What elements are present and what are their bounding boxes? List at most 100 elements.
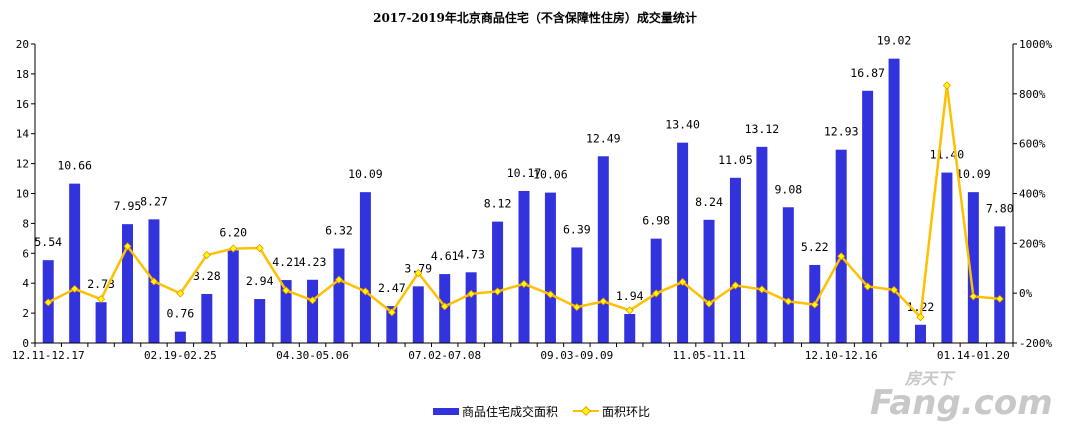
bar [201,293,213,343]
x-tick-label: 07.02-07.08 [408,349,481,362]
right-tick-label: 600% [1019,138,1046,151]
line-point [784,297,793,306]
line-point [467,289,476,298]
data-label: 11.40 [930,148,965,162]
data-label: 10.66 [57,159,92,173]
bar [227,250,239,343]
line-point [890,285,899,294]
x-tick-label: 12.11-12.17 [12,349,85,362]
bar [254,299,266,343]
data-label: 3.79 [404,261,432,275]
left-tick-label: 16 [16,98,29,111]
line-point [969,292,978,301]
line-point [704,299,714,308]
bar [544,192,556,343]
chart-title: 2017-2019年北京商品住宅（不含保障性住房）成交量统计 [373,10,697,25]
legend-marker [581,406,591,416]
data-label: 4.21 [272,255,300,269]
line-point [995,294,1004,303]
data-label: 10.09 [956,167,991,181]
line-point [493,287,502,296]
legend-swatch-bar [433,408,459,415]
watermark-en: Fang.com [870,383,1053,423]
bar [95,302,107,343]
bar [280,280,292,343]
line-point [599,297,608,306]
data-label: 12.93 [824,125,859,139]
data-label: 12.49 [586,131,621,145]
data-label: 11.05 [718,153,753,167]
data-label: 7.95 [114,199,142,213]
data-label: 0.76 [167,307,195,321]
bar [967,192,979,343]
line-point [123,242,132,251]
bar [756,146,768,343]
left-tick-label: 2 [22,307,29,320]
line-point [229,244,238,253]
x-tick-label: 09.03-09.09 [540,349,613,362]
bar [465,272,477,343]
line-point [440,302,449,311]
right-tick-label: 1000% [1019,38,1052,51]
bar [677,142,689,343]
line-point [678,277,687,286]
watermark-cn: 房天下 [904,369,956,388]
left-tick-label: 4 [22,277,29,290]
bar [571,247,583,343]
bar [492,221,504,343]
data-label: 4.23 [299,255,327,269]
watermark-logo: 房天下 Fang.com [870,369,1053,423]
line-point [625,306,634,315]
line-point [731,281,740,290]
line-series [44,81,1004,322]
legend: 商品住宅成交面积 面积环比 [433,404,650,419]
line-point [70,284,79,293]
data-label: 10.17 [507,166,542,180]
data-label: 6.39 [563,222,591,236]
bar [412,286,424,343]
x-tick-label: 11.05-11.11 [673,349,746,362]
line-point [863,282,872,291]
line-point [361,287,370,296]
data-label: 19.02 [877,34,912,48]
line-point [757,285,766,294]
bar [307,279,319,343]
axes: 0 2 4 6 8 10 12 14 16 18 20 -200% 0% 200% 400% 600% 800%… [12,38,1053,362]
left-tick-label: 20 [16,38,29,51]
bar [386,306,398,343]
bar [914,324,926,343]
data-label: 9.08 [774,182,802,196]
bar [69,183,81,343]
bar [174,331,186,343]
bar [941,172,953,343]
data-label: 4.73 [457,247,485,261]
bar [703,219,715,343]
line-point [202,251,211,260]
x-tick-label: 12.10-12.16 [805,349,878,362]
data-label: 5.22 [801,240,829,254]
line-point [652,289,661,298]
data-label: 8.27 [140,194,168,208]
left-tick-label: 8 [22,217,29,230]
x-tick-label: 02.19-02.25 [144,349,217,362]
legend-label-area: 商品住宅成交面积 [462,404,558,419]
bar [729,177,741,343]
x-tick-label: 01.14-01.20 [937,349,1010,362]
data-label: 8.12 [484,197,512,211]
x-tick-label: 04.30-05.06 [276,349,349,362]
line-point [97,295,106,304]
line-point [837,252,846,261]
left-tick-label: 0 [22,337,29,350]
data-label: 8.24 [695,195,723,209]
left-tick-label: 12 [16,158,29,171]
line-point [916,313,925,322]
bar [888,58,900,343]
left-tick-label: 10 [16,188,29,201]
bar [994,226,1006,343]
right-tick-label: -200% [1019,337,1052,350]
data-label: 10.09 [348,167,383,181]
data-label: 2.47 [378,281,406,295]
bar-series [42,58,1006,343]
bar [835,149,847,343]
line-point [546,290,555,299]
